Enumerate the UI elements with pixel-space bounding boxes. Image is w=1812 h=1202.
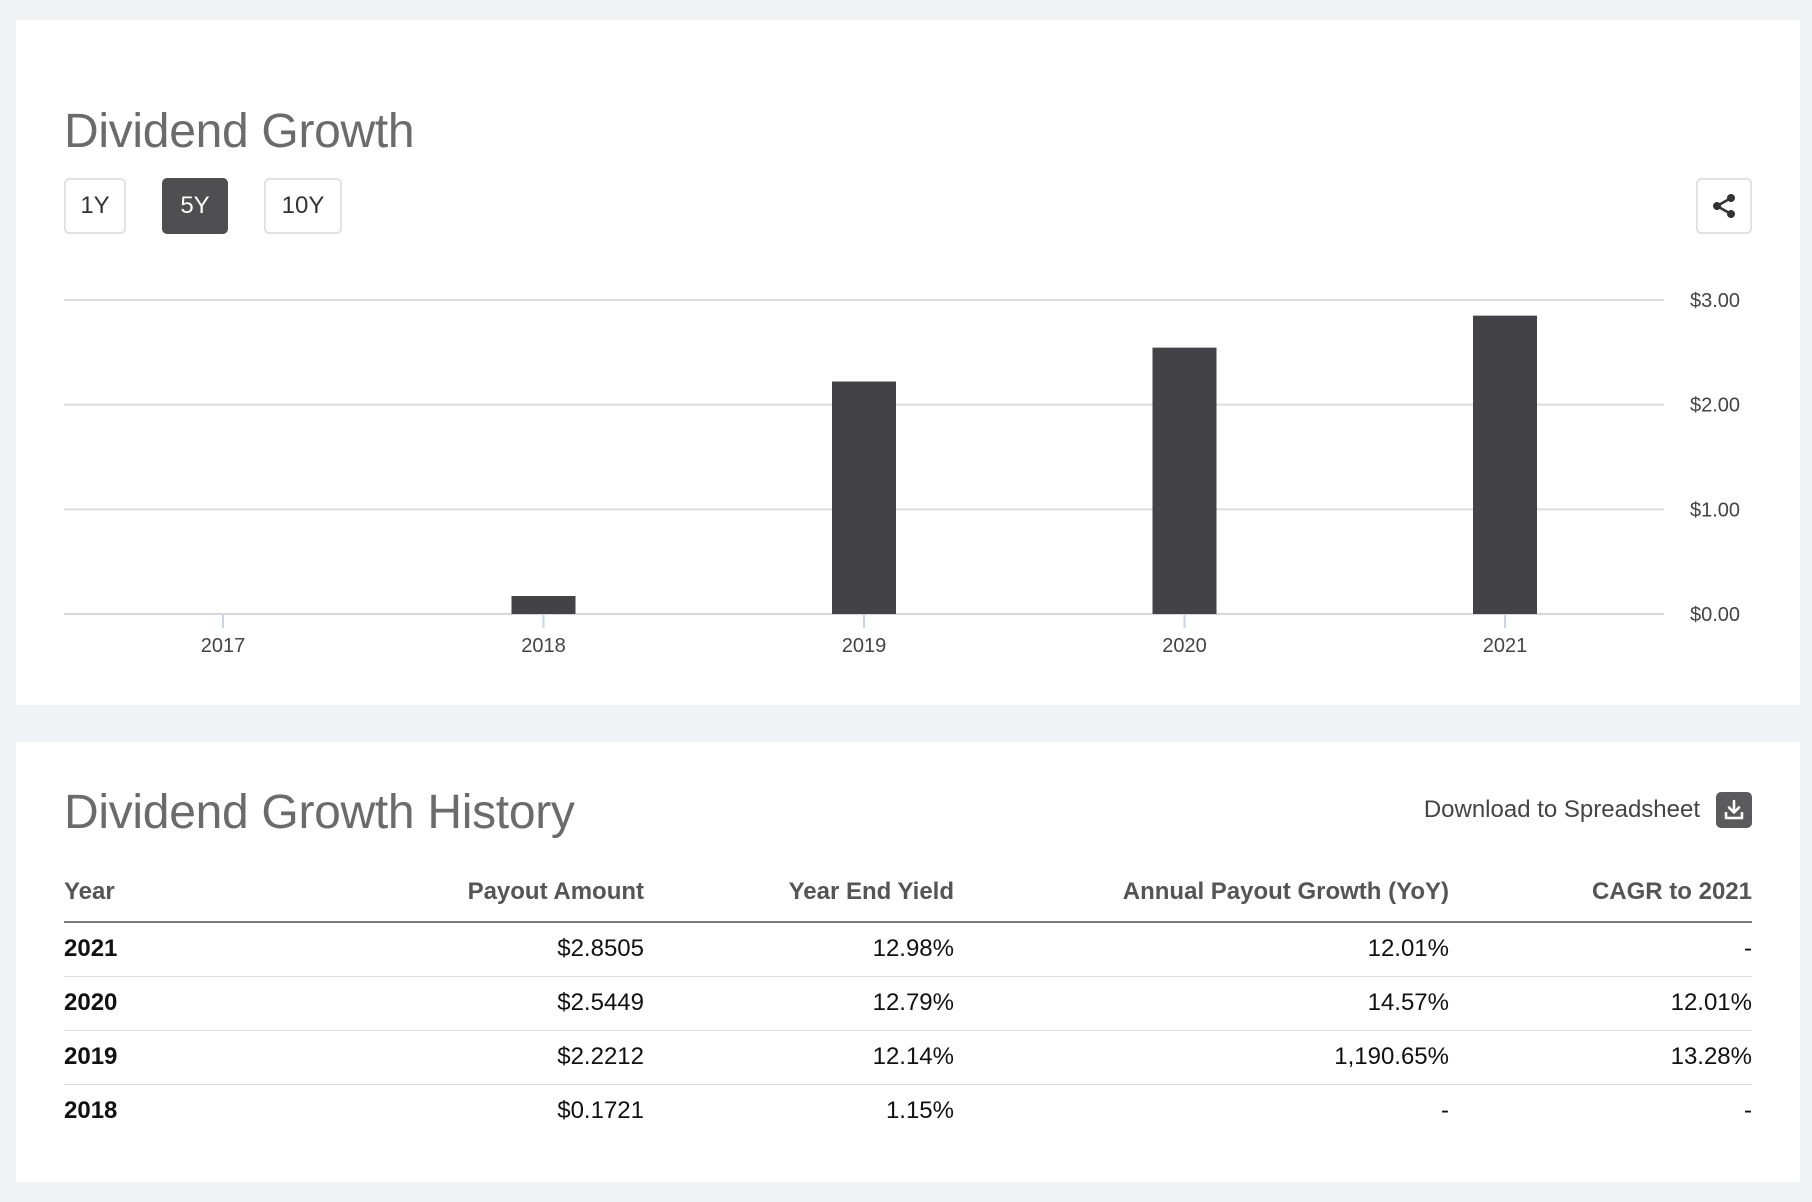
cell-annual-growth: -: [1441, 1097, 1449, 1125]
cell-annual-growth: 14.57%: [954, 976, 1449, 1031]
share-icon: [1713, 194, 1735, 218]
range-10y-button[interactable]: 10Y: [264, 178, 342, 234]
x-tick-label: 2020: [1162, 635, 1207, 657]
cell-year-end-yield: 12.98%: [644, 922, 954, 977]
bar-2018: [511, 595, 576, 614]
cell-annual-growth: 12.01%: [954, 922, 1449, 977]
dividend-bar-chart: $0.00 $1.00 $2.00 $3.00 2017 2018 2019 2020 2021: [64, 290, 1740, 657]
cell-year: 2019: [64, 1030, 264, 1085]
table-row: 2019 $2.2212 12.14% 1,190.65% 13.28%: [64, 1030, 1752, 1085]
cell-cagr: -: [1449, 922, 1752, 977]
x-tick-label: 2017: [201, 635, 246, 657]
cell-payout-amount: $2.8505: [264, 922, 644, 977]
cell-year: 2020: [64, 976, 264, 1031]
table-header-row: Year Payout Amount Year End Yield Annual…: [64, 862, 1752, 923]
column-header-year-end-yield[interactable]: Year End Yield: [644, 862, 954, 923]
x-tick-label: 2021: [1483, 635, 1528, 657]
y-tick-label: $0.00: [1690, 604, 1740, 626]
y-tick-label: $3.00: [1690, 290, 1740, 312]
cell-cagr: -: [1744, 1097, 1752, 1125]
share-button[interactable]: [1696, 178, 1752, 234]
download-label: Download to Spreadsheet: [1423, 796, 1700, 823]
cell-cagr: 12.01%: [1449, 976, 1752, 1031]
x-tick-label: 2019: [842, 635, 887, 657]
table-row: 2021 $2.8505 12.98% 12.01% -: [64, 922, 1752, 977]
chart-title: Dividend Growth: [64, 105, 415, 158]
cell-annual-growth: 1,190.65%: [954, 1030, 1449, 1085]
cell-year-end-yield: 1.15%: [885, 1097, 954, 1125]
range-1y-button[interactable]: 1Y: [64, 178, 126, 234]
range-5y-button[interactable]: 5Y: [162, 178, 228, 234]
download-spreadsheet-link[interactable]: Download to Spreadsheet: [1424, 792, 1752, 828]
cell-payout-amount: $0.1721: [557, 1097, 644, 1125]
cell-payout-amount: $2.2212: [264, 1030, 644, 1085]
cell-year: 2021: [64, 922, 264, 977]
cell-year-end-yield: 12.79%: [644, 976, 954, 1031]
dividend-history-table: Year Payout Amount Year End Yield Annual…: [64, 862, 1752, 1138]
column-header-year[interactable]: Year: [64, 862, 264, 923]
bar-2021: [1473, 315, 1537, 614]
download-icon[interactable]: [1716, 792, 1752, 828]
y-tick-label: $2.00: [1690, 395, 1740, 417]
column-header-cagr[interactable]: CAGR to 2021: [1449, 862, 1752, 923]
table-row: 2018 $0.1721 1.15% - -: [64, 1084, 1752, 1138]
cell-year: 2018: [64, 1097, 118, 1125]
bar-2020: [1152, 347, 1217, 614]
dividend-growth-history-card: Dividend Growth History Download to Spre…: [16, 742, 1800, 1182]
history-title: Dividend Growth History: [64, 786, 575, 839]
column-header-payout-amount[interactable]: Payout Amount: [264, 862, 644, 923]
table-row: 2020 $2.5449 12.79% 14.57% 12.01%: [64, 976, 1752, 1031]
cell-payout-amount: $2.5449: [264, 976, 644, 1031]
dividend-growth-card: Dividend Growth 1Y 5Y 10Y $0.00 $1.00 $2.0…: [16, 20, 1800, 705]
cell-cagr: 13.28%: [1449, 1030, 1752, 1085]
y-tick-label: $1.00: [1690, 499, 1740, 521]
x-tick-label: 2018: [521, 635, 566, 657]
cell-year-end-yield: 12.14%: [644, 1030, 954, 1085]
bar-2019: [832, 381, 896, 614]
column-header-annual-payout-growth[interactable]: Annual Payout Growth (YoY): [954, 862, 1449, 923]
